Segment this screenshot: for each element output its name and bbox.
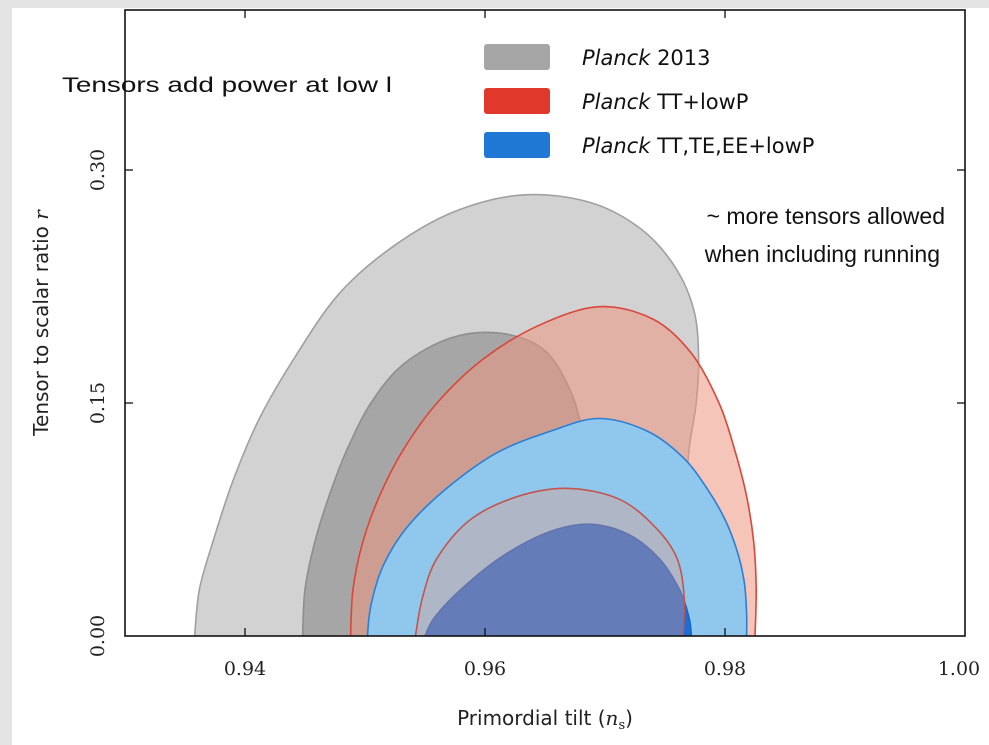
legend-swatch-planck-2013 [484,44,550,70]
x-axis-label: Primordial tilt (ns) [457,706,633,733]
annotation-running-line2: when including running [704,241,940,267]
contour-planck-tt-lowp-68-fill [415,488,685,636]
y-tick-label: 0.00 [87,615,109,657]
y-axis-label: Tensor to scalar ratio r [29,209,53,437]
contour-planck-tt-te-ee-lowp-95-line [366,417,748,637]
x-tick-label: 0.98 [704,658,746,680]
x-tick-label: 1.00 [938,658,980,680]
legend-label-planck-tt-te-ee-lowp: Planck TT,TE,EE+lowP [582,134,814,158]
legend-label-planck-tt-lowp: Planck TT+lowP [582,90,748,114]
contour-planck-tt-lowp-68-line [414,487,686,637]
y-tick-label: 0.15 [87,382,109,424]
annotation-running-line1: ~ more tensors allowed [707,203,945,229]
contour-planck-tt-te-ee-lowp-68-line [424,523,693,637]
legend-swatch-planck-tt-te-ee-lowp [484,132,550,158]
x-tick-label: 0.96 [464,658,506,680]
annotation-low-l: Tensors add power at low l [62,74,392,97]
contour-planck-tt-te-ee-lowp-68-fill [425,524,692,636]
y-tick-label: 0.30 [87,149,109,191]
legend: Planck 2013 Planck TT+lowP Planck TT,TE,EE… [484,44,814,158]
x-tick-label: 0.94 [224,658,266,680]
plot-frame [124,9,966,637]
contour-layer [193,193,758,637]
contour-planck-tt-lowp-95-line [349,305,758,637]
legend-label-planck-2013: Planck 2013 [582,46,711,70]
tick-layer: 0.94 0.96 0.98 1.00 0.00 0.15 0.30 [87,10,980,680]
legend-swatch-planck-tt-lowp [484,88,550,114]
